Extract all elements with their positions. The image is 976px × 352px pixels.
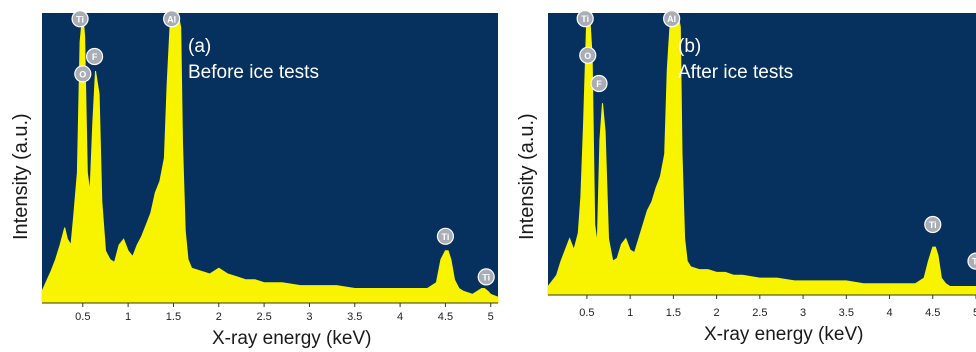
marker-circle <box>85 47 104 66</box>
element-marker: Ti <box>477 268 495 286</box>
marker-label: Ti <box>441 232 449 242</box>
chart-panel-b: Intensity (a.u.) 0.511.522.533.544.55TiO… <box>508 0 976 352</box>
panel-annotation: After ice tests <box>678 62 793 83</box>
x-axis-label: X-ray energy (keV) <box>704 324 864 345</box>
plot-area <box>548 13 976 295</box>
marker-label: O <box>584 51 591 61</box>
x-axis-label: X-ray energy (keV) <box>212 328 372 349</box>
element-marker: O <box>74 65 92 83</box>
marker-label: F <box>596 79 602 89</box>
x-tick-label: 1 <box>627 307 633 319</box>
x-tick-label: 2.5 <box>752 307 767 319</box>
marker-label: Al <box>667 14 676 24</box>
marker-label: Ti <box>929 220 937 230</box>
element-marker: Ti <box>967 252 976 270</box>
panel-label: (a) <box>188 36 211 57</box>
element-marker: F <box>590 74 608 93</box>
marker-circle <box>436 227 455 245</box>
spectrum-chart-a: 0.5 1 1.5 2 2.5 3 3.5 4 4.5 5 Ti OF Al Ti Ti (a) Before … <box>41 10 499 323</box>
marker-circle <box>576 10 594 28</box>
element-marker: Ti <box>576 10 594 28</box>
x-tick-label: 1.5 <box>666 307 681 319</box>
x-tick-label: 5 <box>973 307 976 319</box>
marker-circle <box>924 215 942 234</box>
marker-circle <box>590 74 608 93</box>
x-tick-label: 1.5 <box>166 311 181 323</box>
spectrum-area <box>41 12 499 304</box>
element-marker: Al <box>163 10 181 28</box>
x-tick-label: 5 <box>488 311 494 323</box>
marker-circle <box>967 252 976 270</box>
element-marker: Ti <box>71 10 89 28</box>
x-tick-label: 4 <box>397 311 403 323</box>
marker-label: Ti <box>76 14 84 24</box>
x-tick-label: 2 <box>216 311 222 323</box>
element-marker: Al <box>663 10 681 28</box>
spectrum-chart-b: 0.5 1 1.5 2 2.5 3 3.5 4 4.5 5 Ti O F Al Ti Ti (b) After i… <box>547 10 976 319</box>
x-tick-label: 0.5 <box>579 307 594 319</box>
x-tick-label: 1 <box>125 311 131 323</box>
marker-label: Al <box>167 14 176 24</box>
x-tick-label: 2 <box>714 307 720 319</box>
x-tick-label: 4 <box>886 307 892 319</box>
x-tick-label: 0.5 <box>75 311 90 323</box>
element-marker: Ti <box>924 215 942 234</box>
x-tick-label: 3 <box>800 307 806 319</box>
element-marker: O <box>579 46 597 64</box>
marker-label: Ti <box>482 272 490 282</box>
marker-label: F <box>92 52 98 62</box>
x-tick-label: 3.5 <box>839 307 854 319</box>
x-tick-label: 3 <box>306 311 312 323</box>
panel-label: (b) <box>678 36 701 57</box>
panel-annotation: Before ice tests <box>188 62 319 83</box>
x-tick-label: 3.5 <box>347 311 362 323</box>
marker-circle <box>663 10 681 28</box>
marker-label: Ti <box>581 14 589 24</box>
marker-label: O <box>79 69 86 79</box>
x-tick-label: 4.5 <box>438 311 453 323</box>
marker-circle <box>163 10 181 28</box>
element-marker: Ti <box>436 227 455 245</box>
marker-circle <box>74 65 92 83</box>
x-tick-label: 2.5 <box>256 311 271 323</box>
marker-circle <box>579 46 597 64</box>
marker-circle <box>71 10 89 28</box>
chart-panel-a: Intensity (a.u.) 0.5 1 1.5 2 2.5 3 3.5 4 4.5 5 Ti O… <box>10 10 499 349</box>
marker-circle <box>477 268 495 286</box>
x-tick-label: 4.5 <box>925 307 940 319</box>
marker-label: Ti <box>972 257 976 267</box>
element-marker: F <box>85 47 104 66</box>
